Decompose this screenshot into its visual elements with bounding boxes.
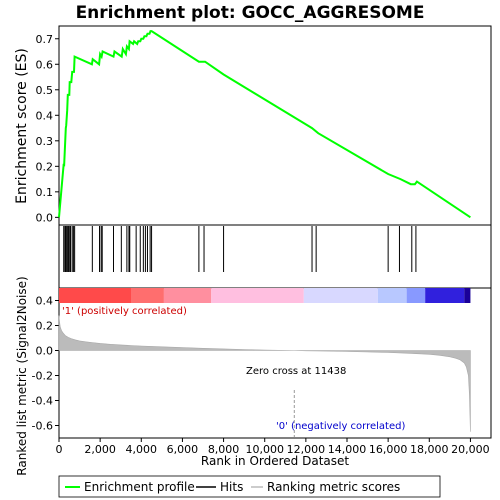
colorbar-segment	[131, 288, 164, 303]
bottom-y-tick-label: 0.0	[36, 345, 54, 358]
hits-series	[63, 226, 417, 272]
colorbar-segment	[377, 288, 407, 303]
colorbar-segment	[406, 288, 426, 303]
x-tick-label: 2,000	[84, 443, 116, 456]
colorbar-segment	[303, 288, 378, 303]
top-y-tick-label: 0.7	[36, 33, 54, 46]
bottom-y-tick-label: -0.4	[32, 395, 53, 408]
x-tick-label: 10,000	[245, 443, 284, 456]
zero-cross-label: Zero cross at 11438	[246, 366, 346, 377]
legend-label-ranking-metric: Ranking metric scores	[267, 480, 400, 494]
x-tick-label: 16,000	[369, 443, 408, 456]
x-tick-label: 6,000	[167, 443, 199, 456]
colorbar-segment	[425, 288, 465, 303]
colorbar-segment	[59, 288, 131, 303]
x-tick-label: 12,000	[287, 443, 326, 456]
x-tick-label: 18,000	[410, 443, 449, 456]
top-y-tick-label: 0.4	[36, 109, 54, 122]
x-axis-title: Rank in Ordered Dataset	[201, 454, 349, 468]
bottom-y-tick-label: -0.6	[32, 420, 53, 433]
negative-correlation-label: '0' (negatively correlated)	[276, 421, 405, 432]
legend-label-hits: Hits	[220, 480, 243, 494]
top-y-tick-label: 0.0	[36, 211, 54, 224]
x-tick-label: 4,000	[126, 443, 158, 456]
enrichment-profile-line	[58, 30, 471, 219]
top-y-tick-label: 0.3	[36, 135, 54, 148]
bottom-y-axis: 0.4 0.2 0.0 -0.2 -0.4 -0.6	[32, 295, 59, 433]
legend-label-enrichment-profile: Enrichment profile	[84, 480, 195, 494]
enrichment-profile-series	[58, 30, 471, 219]
bottom-y-tick-label: 0.2	[36, 320, 54, 333]
top-y-tick-label: 0.2	[36, 160, 54, 173]
colorbar-segment	[163, 288, 212, 303]
top-y-tick-label: 0.1	[36, 186, 54, 199]
ranked-metric-area	[58, 315, 471, 432]
colorbar-segment	[211, 288, 304, 303]
positive-correlation-label: '1' (positively correlated)	[62, 306, 187, 317]
bottom-y-tick-label: 0.4	[36, 295, 54, 308]
x-tick-label: 8,000	[208, 443, 240, 456]
top-y-tick-label: 0.6	[36, 58, 54, 71]
ranked-metric-series	[58, 315, 471, 437]
top-y-tick-label: 0.5	[36, 84, 54, 97]
chart-title: Enrichment plot: GOCC_AGGRESOME	[76, 3, 425, 23]
x-axis: 0 2,000 4,000 6,000 8,000 10,000 12,000 14,000 1…	[56, 438, 490, 456]
ranking-colorbar	[59, 288, 471, 303]
bottom-y-axis-title: Ranked list metric (Signal2Noise)	[15, 276, 29, 475]
x-tick-label: 14,000	[328, 443, 367, 456]
bottom-y-tick-label: -0.2	[32, 370, 53, 383]
legend-box	[58, 475, 441, 498]
colorbar-segment	[464, 288, 471, 303]
x-tick-label: 0	[56, 443, 63, 456]
top-y-axis: 0.0 0.1 0.2 0.3 0.4 0.5 0.6 0.7	[36, 33, 59, 224]
x-tick-label: 20,000	[451, 443, 490, 456]
top-y-axis-title: Enrichment score (ES)	[14, 48, 30, 204]
